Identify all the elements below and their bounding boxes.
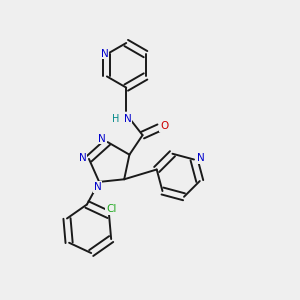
Text: N: N [124, 114, 132, 124]
Text: N: N [98, 134, 106, 143]
Text: H: H [112, 114, 119, 124]
Text: N: N [79, 153, 86, 163]
Text: Cl: Cl [106, 204, 117, 214]
Text: N: N [101, 49, 108, 58]
Text: O: O [160, 121, 168, 131]
Text: N: N [197, 153, 204, 163]
Text: N: N [94, 182, 102, 192]
